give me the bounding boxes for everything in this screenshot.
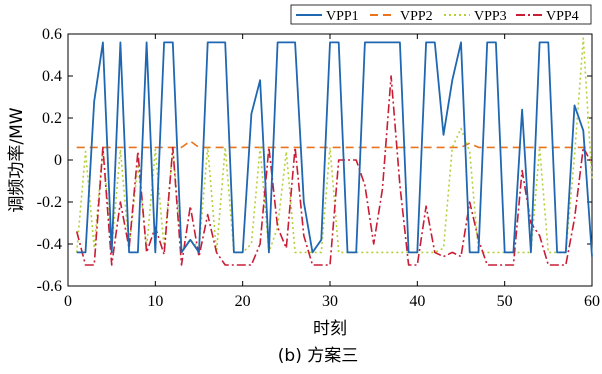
y-tick-label: -0.6 [37, 278, 62, 295]
series-line-vpp1 [76, 41, 593, 257]
legend-box [290, 4, 592, 25]
x-tick-label: 0 [64, 293, 72, 310]
legend: VPP1 VPP2 VPP3 VPP4 [290, 4, 592, 25]
x-tick-label: 10 [147, 293, 163, 310]
x-axis-title: 时刻 [313, 319, 347, 339]
legend-label-vpp2: VPP2 [400, 9, 433, 24]
x-tick-label: 50 [497, 293, 513, 310]
legend-label-vpp3: VPP3 [474, 9, 507, 24]
y-axis: -0.6 -0.4 -0.2 0 0.2 0.4 0.6 [37, 26, 592, 295]
y-tick-label: 0.2 [42, 110, 62, 127]
series-line-vpp4 [75, 75, 593, 266]
y-tick-label: 0.4 [42, 68, 62, 85]
legend-label-vpp4: VPP4 [546, 9, 579, 24]
x-tick-label: 20 [235, 293, 251, 310]
legend-label-vpp1: VPP1 [326, 9, 359, 24]
y-axis-title: 调频功率/MW [7, 107, 27, 212]
y-tick-label: -0.2 [37, 194, 62, 211]
figure-caption: (b) 方案三 [278, 346, 358, 366]
x-tick-label: 60 [584, 293, 600, 310]
series-group [75, 37, 593, 266]
y-tick-label: 0.6 [42, 26, 62, 43]
series-line-vpp2 [76, 140, 592, 149]
x-tick-label: 40 [409, 293, 425, 310]
x-tick-label: 30 [322, 293, 338, 310]
y-tick-label: -0.4 [37, 236, 62, 253]
x-axis: 0 10 20 30 40 50 60 [64, 34, 600, 310]
y-tick-label: 0 [54, 152, 62, 169]
